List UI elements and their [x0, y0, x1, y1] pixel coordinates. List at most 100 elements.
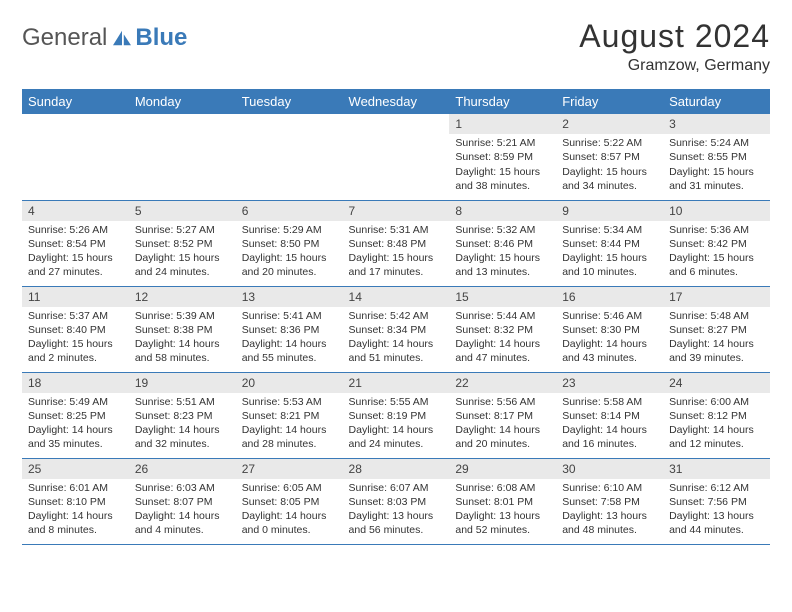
daylight-line: Daylight: 13 hours and 56 minutes. — [349, 509, 444, 537]
location: Gramzow, Germany — [579, 57, 770, 75]
sunrise-line: Sunrise: 6:07 AM — [349, 481, 444, 495]
sunrise-line: Sunrise: 6:12 AM — [669, 481, 764, 495]
sunrise-line: Sunrise: 5:34 AM — [562, 223, 657, 237]
sunrise-line: Sunrise: 5:22 AM — [562, 136, 657, 150]
calendar-cell: 14Sunrise: 5:42 AMSunset: 8:34 PMDayligh… — [343, 286, 450, 372]
calendar-cell: 12Sunrise: 5:39 AMSunset: 8:38 PMDayligh… — [129, 286, 236, 372]
calendar-cell: 13Sunrise: 5:41 AMSunset: 8:36 PMDayligh… — [236, 286, 343, 372]
calendar-cell: 19Sunrise: 5:51 AMSunset: 8:23 PMDayligh… — [129, 372, 236, 458]
calendar-cell: 30Sunrise: 6:10 AMSunset: 7:58 PMDayligh… — [556, 458, 663, 544]
calendar-row: 25Sunrise: 6:01 AMSunset: 8:10 PMDayligh… — [22, 458, 770, 544]
daylight-line: Daylight: 15 hours and 27 minutes. — [28, 251, 123, 279]
sunrise-line: Sunrise: 5:21 AM — [455, 136, 550, 150]
sunrise-line: Sunrise: 5:37 AM — [28, 309, 123, 323]
sunset-line: Sunset: 8:36 PM — [242, 323, 337, 337]
day-number: 26 — [129, 459, 236, 479]
day-content: Sunrise: 5:56 AMSunset: 8:17 PMDaylight:… — [449, 393, 556, 456]
day-number: 1 — [449, 114, 556, 134]
daylight-line: Daylight: 14 hours and 0 minutes. — [242, 509, 337, 537]
sunrise-line: Sunrise: 5:56 AM — [455, 395, 550, 409]
sunset-line: Sunset: 8:07 PM — [135, 495, 230, 509]
day-number: 30 — [556, 459, 663, 479]
day-content: Sunrise: 5:29 AMSunset: 8:50 PMDaylight:… — [236, 221, 343, 284]
sunset-line: Sunset: 8:40 PM — [28, 323, 123, 337]
daylight-line: Daylight: 14 hours and 28 minutes. — [242, 423, 337, 451]
day-content: Sunrise: 6:05 AMSunset: 8:05 PMDaylight:… — [236, 479, 343, 542]
calendar-cell: 18Sunrise: 5:49 AMSunset: 8:25 PMDayligh… — [22, 372, 129, 458]
sunset-line: Sunset: 8:52 PM — [135, 237, 230, 251]
calendar-cell: 21Sunrise: 5:55 AMSunset: 8:19 PMDayligh… — [343, 372, 450, 458]
calendar-table: SundayMondayTuesdayWednesdayThursdayFrid… — [22, 89, 770, 545]
daylight-line: Daylight: 14 hours and 47 minutes. — [455, 337, 550, 365]
calendar-cell: 31Sunrise: 6:12 AMSunset: 7:56 PMDayligh… — [663, 458, 770, 544]
day-number: 28 — [343, 459, 450, 479]
day-content: Sunrise: 5:49 AMSunset: 8:25 PMDaylight:… — [22, 393, 129, 456]
daylight-line: Daylight: 14 hours and 8 minutes. — [28, 509, 123, 537]
day-content: Sunrise: 6:03 AMSunset: 8:07 PMDaylight:… — [129, 479, 236, 542]
sunset-line: Sunset: 8:38 PM — [135, 323, 230, 337]
sunrise-line: Sunrise: 5:49 AM — [28, 395, 123, 409]
daylight-line: Daylight: 15 hours and 13 minutes. — [455, 251, 550, 279]
sunset-line: Sunset: 8:01 PM — [455, 495, 550, 509]
sunrise-line: Sunrise: 5:41 AM — [242, 309, 337, 323]
calendar-cell: 7Sunrise: 5:31 AMSunset: 8:48 PMDaylight… — [343, 200, 450, 286]
calendar-cell: 2 Sunrise: 5:22 AMSunset: 8:57 PMDaylight… — [556, 114, 663, 200]
sunrise-line: Sunrise: 5:51 AM — [135, 395, 230, 409]
calendar-cell: 1Sunrise: 5:21 AMSunset: 8:59 PMDaylight… — [449, 114, 556, 200]
weekday-sunday: Sunday — [22, 89, 129, 114]
daylight-line: Daylight: 14 hours and 43 minutes. — [562, 337, 657, 365]
daylight-line: Daylight: 14 hours and 51 minutes. — [349, 337, 444, 365]
sunset-line: Sunset: 8:57 PM — [562, 150, 657, 164]
calendar-cell: 11Sunrise: 5:37 AMSunset: 8:40 PMDayligh… — [22, 286, 129, 372]
day-number: 31 — [663, 459, 770, 479]
calendar-cell: 24Sunrise: 6:00 AMSunset: 8:12 PMDayligh… — [663, 372, 770, 458]
day-number: 15 — [449, 287, 556, 307]
day-number: 17 — [663, 287, 770, 307]
daylight-line: Daylight: 14 hours and 39 minutes. — [669, 337, 764, 365]
day-number: 23 — [556, 373, 663, 393]
day-content: Sunrise: 5:37 AMSunset: 8:40 PMDaylight:… — [22, 307, 129, 370]
daylight-line: Daylight: 15 hours and 6 minutes. — [669, 251, 764, 279]
sunset-line: Sunset: 7:56 PM — [669, 495, 764, 509]
daylight-line: Daylight: 13 hours and 52 minutes. — [455, 509, 550, 537]
daylight-line: Daylight: 15 hours and 34 minutes. — [562, 165, 657, 193]
day-content: Sunrise: 6:08 AMSunset: 8:01 PMDaylight:… — [449, 479, 556, 542]
calendar-cell: 4Sunrise: 5:26 AMSunset: 8:54 PMDaylight… — [22, 200, 129, 286]
day-content: Sunrise: 6:10 AMSunset: 7:58 PMDaylight:… — [556, 479, 663, 542]
daylight-line: Daylight: 14 hours and 12 minutes. — [669, 423, 764, 451]
sunset-line: Sunset: 8:27 PM — [669, 323, 764, 337]
sunset-line: Sunset: 8:48 PM — [349, 237, 444, 251]
day-number: 8 — [449, 201, 556, 221]
sunset-line: Sunset: 8:21 PM — [242, 409, 337, 423]
sunset-line: Sunset: 8:42 PM — [669, 237, 764, 251]
day-content: Sunrise: 5:36 AMSunset: 8:42 PMDaylight:… — [663, 221, 770, 284]
daylight-line: Daylight: 15 hours and 10 minutes. — [562, 251, 657, 279]
day-content: Sunrise: 5:24 AMSunset: 8:55 PMDaylight:… — [663, 134, 770, 197]
weekday-saturday: Saturday — [663, 89, 770, 114]
daylight-line: Daylight: 14 hours and 35 minutes. — [28, 423, 123, 451]
sunset-line: Sunset: 8:55 PM — [669, 150, 764, 164]
sunset-line: Sunset: 8:05 PM — [242, 495, 337, 509]
day-content: Sunrise: 5:26 AMSunset: 8:54 PMDaylight:… — [22, 221, 129, 284]
day-content: Sunrise: 5:58 AMSunset: 8:14 PMDaylight:… — [556, 393, 663, 456]
calendar-cell: 6Sunrise: 5:29 AMSunset: 8:50 PMDaylight… — [236, 200, 343, 286]
sunrise-line: Sunrise: 6:05 AM — [242, 481, 337, 495]
day-number: 29 — [449, 459, 556, 479]
day-number: 21 — [343, 373, 450, 393]
calendar-cell: 22Sunrise: 5:56 AMSunset: 8:17 PMDayligh… — [449, 372, 556, 458]
weekday-thursday: Thursday — [449, 89, 556, 114]
day-content: Sunrise: 5:46 AMSunset: 8:30 PMDaylight:… — [556, 307, 663, 370]
calendar-row: 4Sunrise: 5:26 AMSunset: 8:54 PMDaylight… — [22, 200, 770, 286]
weekday-monday: Monday — [129, 89, 236, 114]
sunrise-line: Sunrise: 5:46 AM — [562, 309, 657, 323]
calendar-cell: 26Sunrise: 6:03 AMSunset: 8:07 PMDayligh… — [129, 458, 236, 544]
logo-text-blue: Blue — [135, 24, 187, 52]
day-number: 16 — [556, 287, 663, 307]
day-number: 13 — [236, 287, 343, 307]
day-content: Sunrise: 5:32 AMSunset: 8:46 PMDaylight:… — [449, 221, 556, 284]
daylight-line: Daylight: 14 hours and 32 minutes. — [135, 423, 230, 451]
day-number: 2 — [556, 114, 663, 134]
day-content: Sunrise: 5:44 AMSunset: 8:32 PMDaylight:… — [449, 307, 556, 370]
calendar-cell: 16Sunrise: 5:46 AMSunset: 8:30 PMDayligh… — [556, 286, 663, 372]
sunset-line: Sunset: 8:50 PM — [242, 237, 337, 251]
